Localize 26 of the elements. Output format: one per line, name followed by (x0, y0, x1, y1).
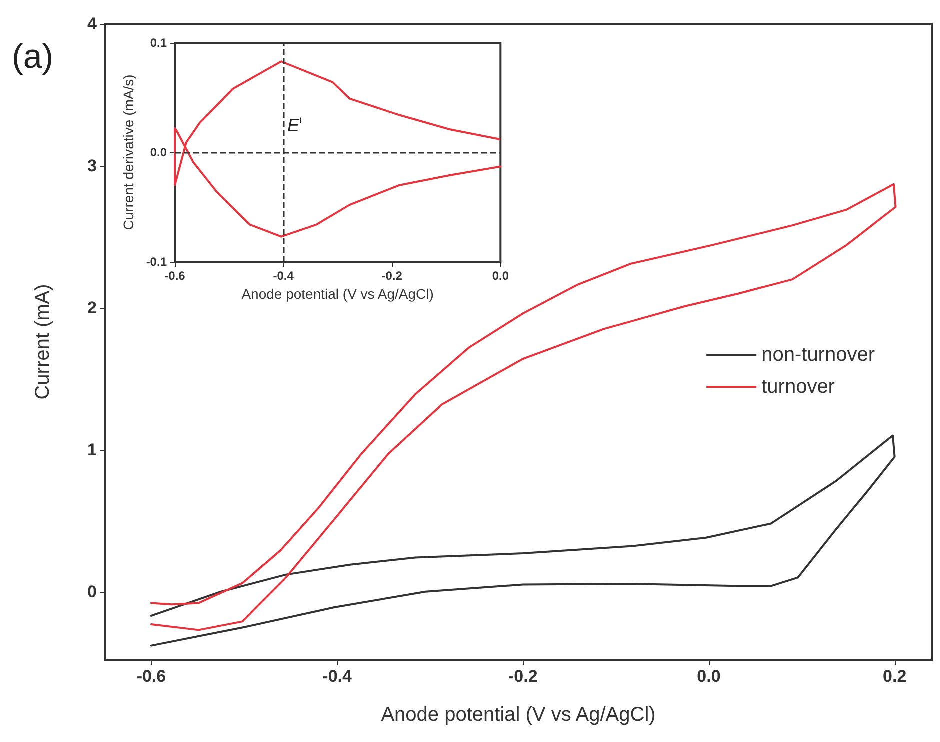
y-tick-label: 2 (88, 298, 97, 318)
x-tick-label: -0.2 (382, 269, 403, 283)
y-tick-label: 4 (88, 14, 98, 34)
line-series (174, 60, 502, 238)
y-tick-label: -0.1 (146, 255, 168, 269)
x-tick-label: -0.4 (322, 667, 352, 686)
y-tick-label: 0 (88, 582, 97, 602)
y-tick-label: 1 (88, 440, 97, 460)
legend-label: non-turnover (762, 344, 876, 366)
x-axis-title: Anode potential (V vs Ag/AgCl) (242, 286, 434, 302)
y-tick-label: 3 (88, 156, 97, 176)
y-tick-label: 0.1 (150, 36, 168, 50)
text: (a) (12, 38, 54, 76)
y-axis-title: Current derivative (mA/s) (120, 74, 136, 230)
y-axis-title: Current (mA) (32, 284, 54, 400)
x-tick-label: 0.0 (697, 667, 721, 686)
x-tick-label: -0.4 (273, 269, 294, 283)
y-tick-label: 0.0 (150, 146, 168, 160)
x-tick-label: -0.6 (136, 667, 166, 686)
legend-label: turnover (762, 376, 836, 398)
x-tick-label: 0.2 (883, 667, 907, 686)
x-tick-label: 0.0 (492, 269, 510, 283)
x-tick-label: -0.6 (164, 269, 186, 283)
x-axis-title: Anode potential (V vs Ag/AgCl) (381, 704, 656, 726)
line-series (150, 434, 896, 647)
x-tick-label: -0.2 (508, 667, 538, 686)
